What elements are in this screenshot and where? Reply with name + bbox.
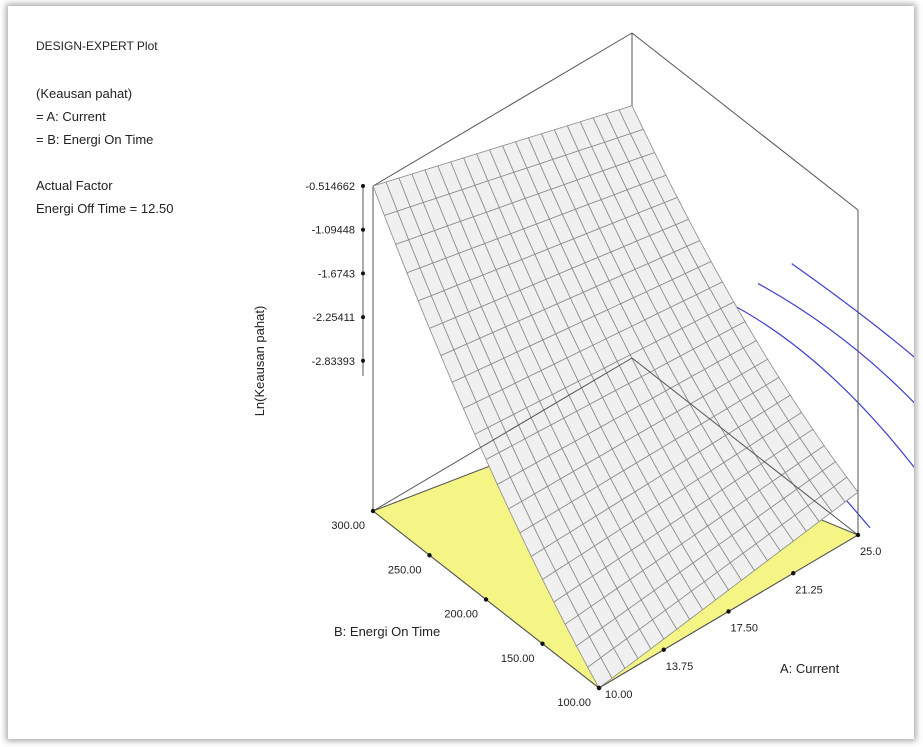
x2-factor-label: = B: Energi On Time [36, 132, 154, 147]
actual-factor-value: Energi Off Time = 12.50 [36, 201, 174, 216]
floor-edge-right [631, 357, 859, 536]
z-axis-label: Ln(Keausan pahat) [252, 306, 267, 417]
contour-line [757, 283, 914, 404]
z-tick-label: -1.09448 [312, 225, 355, 237]
y-tick-label: 300.00 [331, 520, 365, 532]
y-tick-label: 100.00 [557, 697, 591, 709]
y-tick-mark [483, 597, 489, 602]
box-edge-top-back [372, 32, 633, 187]
y-tick-label: 150.00 [501, 653, 535, 665]
surface-plot: 10.00 13.75 17.50 21.25 25.0 100.00 150.00 200.… [252, 32, 914, 709]
actual-factor-heading: Actual Factor [36, 178, 113, 193]
contour-line [726, 301, 914, 469]
response-label: (Keausan pahat) [36, 86, 133, 101]
z-tick-label: -2.25411 [312, 312, 355, 324]
response-surface [372, 105, 859, 689]
z-tick-mark [361, 271, 365, 276]
x-tick-mark [791, 571, 796, 576]
box-edge-top-right [631, 32, 859, 211]
x-tick-label: 21.25 [795, 584, 823, 596]
z-tick-label: -0.514662 [305, 181, 355, 193]
x1-factor-label: = A: Current [36, 109, 106, 124]
z-tick-label: -1.6743 [318, 268, 355, 280]
y-axis-label: B: Energi On Time [334, 624, 440, 639]
y-tick-mark [370, 508, 376, 514]
x-tick-mark [661, 647, 666, 652]
y-tick-label: 200.00 [444, 609, 478, 621]
axis-ticks: 10.00 13.75 17.50 21.25 25.0 100.00 150.00 200.… [305, 181, 881, 709]
x-tick-mark [855, 532, 861, 538]
x-tick-label: 17.50 [731, 623, 759, 635]
y-tick-mark [596, 685, 602, 691]
x-axis-label: A: Current [780, 661, 840, 676]
surface-cell [372, 181, 398, 216]
z-tick-mark [361, 227, 365, 232]
plot-window: DESIGN-EXPERT Plot (Keausan pahat) = A: … [8, 6, 914, 739]
contour-line [791, 263, 914, 358]
y-tick-mark [427, 553, 432, 558]
y-tick-mark [540, 641, 545, 646]
z-tick-mark [361, 184, 365, 188]
x-tick-mark [726, 609, 731, 614]
z-tick-mark [361, 315, 365, 320]
floor-edge-back [372, 357, 633, 512]
y-tick-label: 250.00 [388, 564, 422, 576]
x-tick-label: 25.0 [860, 546, 881, 558]
z-tick-label: -2.83393 [312, 356, 355, 368]
x-tick-label: 10.00 [605, 689, 633, 701]
plot-header: DESIGN-EXPERT Plot [36, 39, 158, 53]
z-tick-mark [361, 358, 365, 363]
x-tick-label: 13.75 [666, 661, 694, 673]
